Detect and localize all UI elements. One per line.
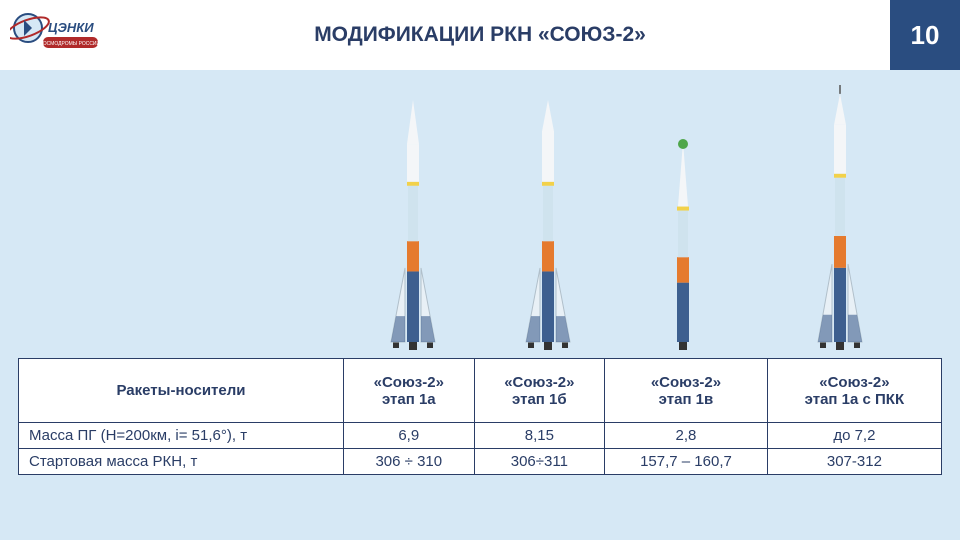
logo-text: ЦЭНКИ — [48, 20, 94, 35]
col-header-2-l1: «Союз-2» — [483, 374, 597, 391]
rocket-icon — [378, 98, 448, 350]
table-row: Масса ПГ (Н=200км, i= 51,6°), т 6,9 8,15… — [19, 423, 942, 449]
org-logo: ЦЭНКИ КОСМОДРОМЫ РОССИИ — [10, 10, 100, 60]
col-header-4: «Союз-2» этап 1а с ПКК — [767, 359, 941, 423]
page-number-box: 10 — [890, 0, 960, 70]
col-header-1-l2: этап 1а — [352, 391, 466, 408]
row-1-label: Масса ПГ (Н=200км, i= 51,6°), т — [19, 423, 344, 449]
rocket-cell-1 — [345, 75, 480, 350]
table-header-row: Ракеты-носители «Союз-2» этап 1а «Союз-2… — [19, 359, 942, 423]
logo-subtext: КОСМОДРОМЫ РОССИИ — [40, 41, 100, 47]
row-1-cell-1: 6,9 — [344, 423, 475, 449]
col-header-1: «Союз-2» этап 1а — [344, 359, 475, 423]
rocket-icon — [669, 138, 697, 350]
row-2-cell-4: 307-312 — [767, 449, 941, 475]
row-1-cell-2: 8,15 — [474, 423, 605, 449]
col-header-2: «Союз-2» этап 1б — [474, 359, 605, 423]
rocket-cell-4 — [750, 75, 930, 350]
rockets-row — [0, 75, 960, 350]
col-header-1-l1: «Союз-2» — [352, 374, 466, 391]
rockets-spacer — [0, 75, 345, 350]
rocket-cell-3 — [615, 75, 750, 350]
col-header-4-l1: «Союз-2» — [776, 374, 933, 391]
rocket-icon — [513, 98, 583, 350]
rocket-cell-2 — [480, 75, 615, 350]
table-header-label: Ракеты-носители — [19, 359, 344, 423]
row-1-cell-4: до 7,2 — [767, 423, 941, 449]
row-2-cell-1: 306 ÷ 310 — [344, 449, 475, 475]
comparison-table: Ракеты-носители «Союз-2» этап 1а «Союз-2… — [18, 358, 942, 475]
row-2-cell-2: 306÷311 — [474, 449, 605, 475]
row-2-cell-3: 157,7 – 160,7 — [605, 449, 768, 475]
col-header-3-l2: этап 1в — [613, 391, 759, 408]
col-header-4-l2: этап 1а с ПКК — [776, 391, 933, 408]
rocket-icon — [805, 85, 875, 350]
row-2-label: Стартовая масса РКН, т — [19, 449, 344, 475]
slide-title: МОДИФИКАЦИИ РКН «СОЮЗ-2» — [0, 23, 960, 47]
table-row: Стартовая масса РКН, т 306 ÷ 310 306÷311… — [19, 449, 942, 475]
row-1-cell-3: 2,8 — [605, 423, 768, 449]
col-header-3: «Союз-2» этап 1в — [605, 359, 768, 423]
slide-header: ЦЭНКИ КОСМОДРОМЫ РОССИИ МОДИФИКАЦИИ РКН … — [0, 0, 960, 70]
col-header-2-l2: этап 1б — [483, 391, 597, 408]
page-number: 10 — [911, 20, 940, 51]
col-header-3-l1: «Союз-2» — [613, 374, 759, 391]
